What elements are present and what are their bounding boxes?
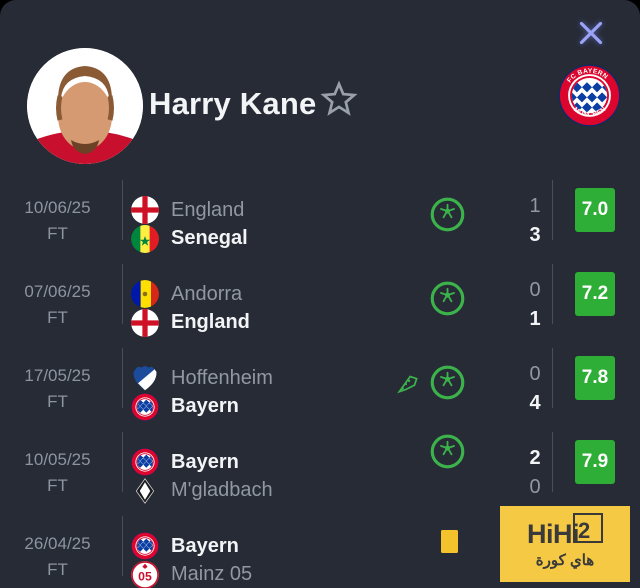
svg-text:05: 05 — [138, 569, 152, 583]
